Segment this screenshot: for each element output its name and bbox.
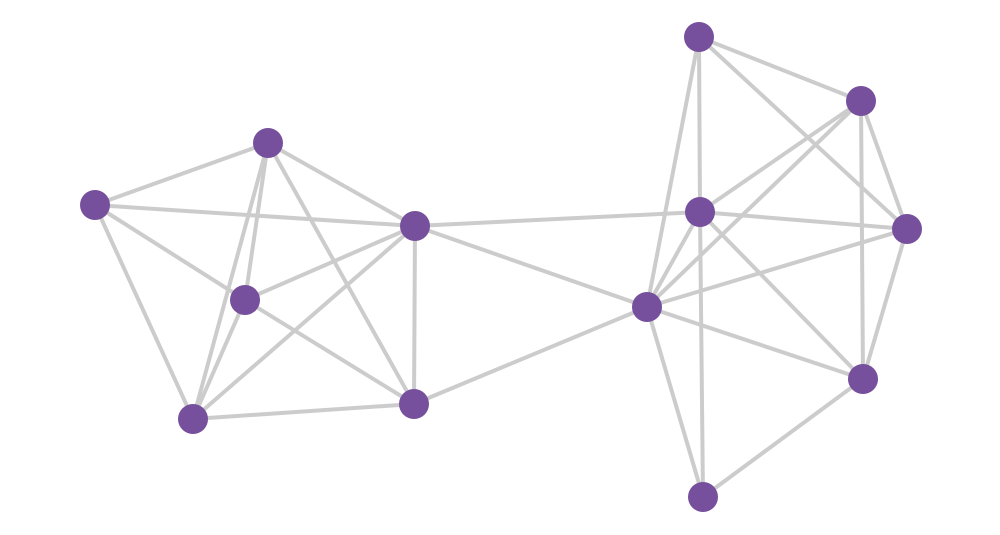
node — [253, 128, 283, 158]
edge — [93, 204, 195, 420]
edge — [412, 225, 417, 405]
edge — [244, 224, 416, 302]
edge — [697, 36, 702, 213]
edge — [645, 99, 863, 309]
edge — [191, 299, 247, 420]
node — [688, 482, 718, 512]
edge — [859, 100, 865, 380]
edge — [645, 306, 705, 498]
edge — [859, 100, 909, 230]
edge — [94, 203, 416, 228]
edge — [414, 210, 701, 228]
edge — [191, 224, 417, 421]
node — [230, 285, 260, 315]
node — [400, 211, 430, 241]
edge — [93, 203, 247, 302]
edge — [698, 35, 862, 103]
edge — [191, 142, 270, 420]
edge — [267, 141, 416, 228]
node — [685, 197, 715, 227]
edge — [243, 298, 416, 406]
nodes — [80, 22, 922, 512]
node — [632, 292, 662, 322]
node — [846, 86, 876, 116]
edge — [861, 228, 909, 380]
edge — [697, 35, 909, 231]
node — [892, 214, 922, 244]
node — [80, 190, 110, 220]
node — [848, 364, 878, 394]
edge — [243, 142, 270, 301]
edge — [266, 142, 416, 405]
edge — [413, 305, 648, 406]
edge — [414, 224, 648, 309]
edge — [192, 402, 415, 421]
edge — [645, 211, 702, 308]
edge — [698, 211, 705, 498]
node — [399, 389, 429, 419]
edge — [698, 210, 865, 381]
edge — [701, 377, 865, 499]
edge — [646, 305, 864, 381]
edge — [699, 210, 908, 231]
edge — [94, 141, 269, 207]
node — [178, 404, 208, 434]
node — [684, 22, 714, 52]
edges — [93, 35, 909, 499]
edge — [698, 99, 863, 214]
edge — [645, 36, 701, 308]
